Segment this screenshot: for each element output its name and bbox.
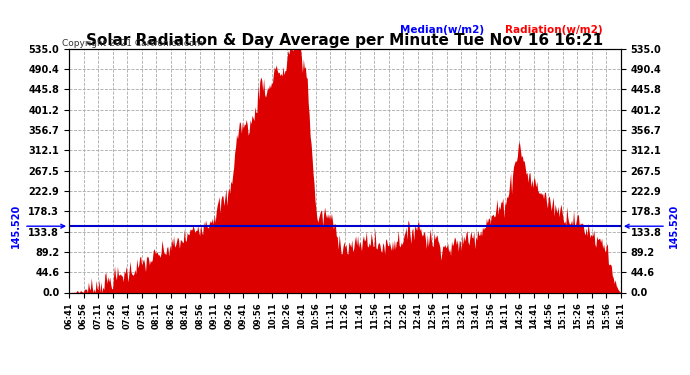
Text: Radiation(w/m2): Radiation(w/m2)	[505, 26, 602, 35]
Text: Copyright 2021 Cartronics.com: Copyright 2021 Cartronics.com	[62, 39, 204, 48]
Title: Solar Radiation & Day Average per Minute Tue Nov 16 16:21: Solar Radiation & Day Average per Minute…	[86, 33, 604, 48]
Text: Median(w/m2): Median(w/m2)	[400, 26, 484, 35]
Text: 145.520: 145.520	[625, 204, 679, 248]
Text: 145.520: 145.520	[11, 204, 65, 248]
